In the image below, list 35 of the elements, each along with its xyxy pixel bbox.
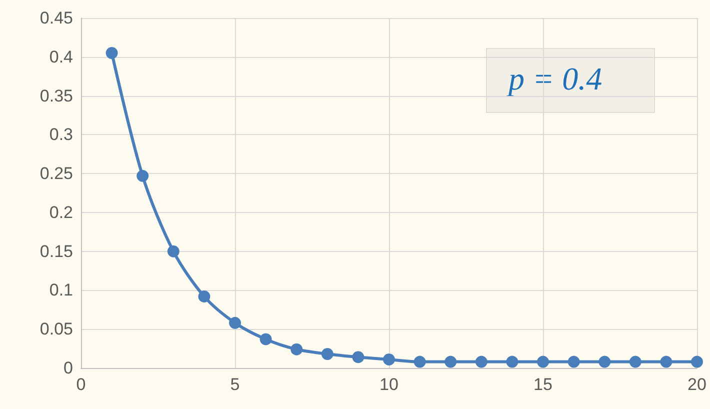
point — [136, 170, 149, 182]
point — [290, 343, 303, 356]
y-tick-label: 0 — [64, 358, 73, 378]
point — [321, 348, 334, 360]
point — [629, 356, 642, 368]
x-tick-label: 5 — [230, 375, 240, 394]
point — [660, 356, 672, 368]
point — [537, 356, 549, 368]
point — [414, 356, 426, 368]
point — [598, 356, 611, 368]
y-tick-label: 0.45 — [40, 8, 73, 28]
point — [691, 356, 703, 368]
point — [568, 356, 580, 368]
point — [229, 316, 241, 329]
x-tick-label: 10 — [380, 375, 398, 394]
y-tick-label: 0.25 — [40, 164, 73, 184]
y-tick-label: 0.1 — [49, 280, 73, 300]
y-tick-label: 0.2 — [49, 202, 73, 222]
point — [167, 245, 180, 258]
x-tick-label: 0 — [76, 375, 86, 394]
point — [260, 333, 272, 346]
point — [444, 356, 457, 368]
point — [198, 290, 210, 302]
y-tick-label: 0.4 — [49, 47, 73, 66]
y-tick-label: 0.3 — [49, 125, 73, 144]
point — [475, 356, 488, 368]
y-tick-label: 0.15 — [40, 242, 73, 261]
point — [506, 356, 518, 368]
x-tick-label: 20 — [688, 375, 706, 394]
point — [383, 353, 395, 366]
point — [352, 351, 364, 364]
point — [106, 47, 118, 59]
y-tick-label: 0.35 — [40, 86, 73, 106]
x-tick-label: 15 — [534, 375, 552, 394]
y-tick-label: 0.05 — [40, 320, 73, 339]
